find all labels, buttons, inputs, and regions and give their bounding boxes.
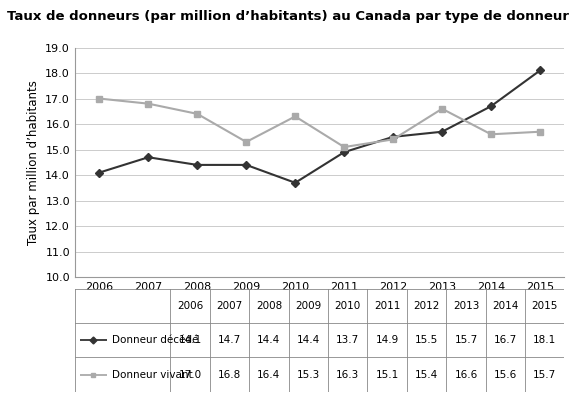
Y-axis label: Taux par million d’habitants: Taux par million d’habitants — [26, 80, 40, 245]
Text: 15.3: 15.3 — [297, 369, 320, 379]
Text: 13.7: 13.7 — [336, 335, 359, 345]
Text: 18.1: 18.1 — [533, 335, 556, 345]
Text: 14.9: 14.9 — [376, 335, 399, 345]
Text: 2010: 2010 — [335, 301, 361, 311]
Text: 2006: 2006 — [177, 301, 203, 311]
Text: 14.4: 14.4 — [297, 335, 320, 345]
Text: 15.7: 15.7 — [533, 369, 556, 379]
Text: Donneur vivant: Donneur vivant — [112, 369, 192, 379]
Text: 17.0: 17.0 — [179, 369, 202, 379]
Text: 2008: 2008 — [256, 301, 282, 311]
Text: 2012: 2012 — [414, 301, 439, 311]
Text: 2007: 2007 — [217, 301, 242, 311]
Text: 14.7: 14.7 — [218, 335, 241, 345]
Text: 15.1: 15.1 — [376, 369, 399, 379]
Text: 2013: 2013 — [453, 301, 479, 311]
Text: 15.5: 15.5 — [415, 335, 438, 345]
Text: 15.7: 15.7 — [454, 335, 478, 345]
Text: 16.3: 16.3 — [336, 369, 359, 379]
Text: 15.6: 15.6 — [494, 369, 517, 379]
Text: 16.4: 16.4 — [257, 369, 281, 379]
Text: 15.4: 15.4 — [415, 369, 438, 379]
Text: 2009: 2009 — [295, 301, 321, 311]
Text: 16.7: 16.7 — [494, 335, 517, 345]
Text: 14.1: 14.1 — [179, 335, 202, 345]
Text: 2014: 2014 — [492, 301, 518, 311]
Text: 2015: 2015 — [532, 301, 558, 311]
Text: Taux de donneurs (par million d’habitants) au Canada par type de donneur: Taux de donneurs (par million d’habitant… — [7, 10, 569, 23]
Text: 2011: 2011 — [374, 301, 400, 311]
Text: 14.4: 14.4 — [257, 335, 281, 345]
Text: 16.8: 16.8 — [218, 369, 241, 379]
Text: 16.6: 16.6 — [454, 369, 478, 379]
Text: Donneur décédé: Donneur décédé — [112, 335, 198, 345]
